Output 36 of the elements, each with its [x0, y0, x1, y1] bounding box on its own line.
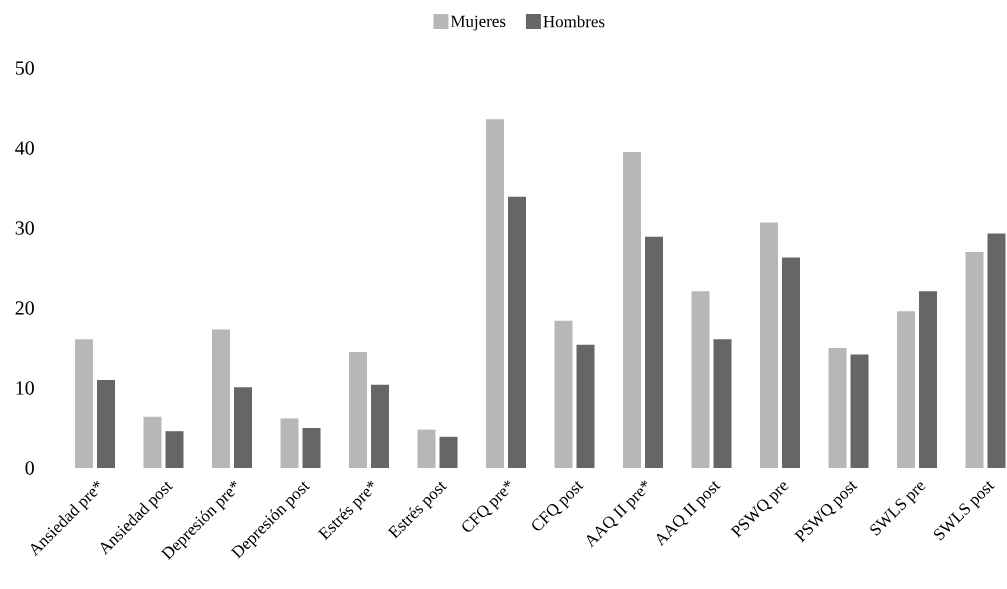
- bar: [713, 339, 732, 468]
- bar: [165, 431, 184, 468]
- bar: [760, 222, 779, 468]
- bar: [691, 291, 710, 468]
- bar: [850, 354, 869, 468]
- bar: [782, 257, 801, 468]
- bar: [371, 384, 389, 468]
- bar: [439, 436, 458, 468]
- y-tick-label: 30: [15, 221, 34, 235]
- bar: [645, 236, 664, 468]
- bar: [486, 119, 505, 468]
- y-tick-label: 40: [15, 141, 34, 155]
- bar: [554, 320, 573, 468]
- bar: [965, 252, 984, 468]
- bar: [75, 339, 93, 468]
- bar: [576, 344, 595, 468]
- bar: [919, 291, 938, 468]
- bar: [97, 380, 115, 468]
- bar: [508, 196, 527, 468]
- bar: [623, 152, 642, 468]
- bar: [143, 416, 162, 468]
- y-tick-label: 10: [16, 381, 34, 395]
- bar: [987, 233, 1006, 468]
- bar: [234, 387, 252, 468]
- bar: [280, 418, 299, 468]
- y-tick-label: 50: [15, 61, 34, 75]
- legend-label: Hombres: [543, 15, 605, 28]
- bar: [212, 329, 230, 468]
- bar: [302, 428, 321, 468]
- y-tick-label: 20: [15, 301, 34, 315]
- bar: [828, 348, 847, 468]
- y-tick-label: 0: [25, 461, 34, 475]
- legend-label: Mujeres: [450, 15, 506, 31]
- bar: [349, 352, 367, 468]
- bar: [417, 429, 436, 468]
- bar: [897, 311, 916, 468]
